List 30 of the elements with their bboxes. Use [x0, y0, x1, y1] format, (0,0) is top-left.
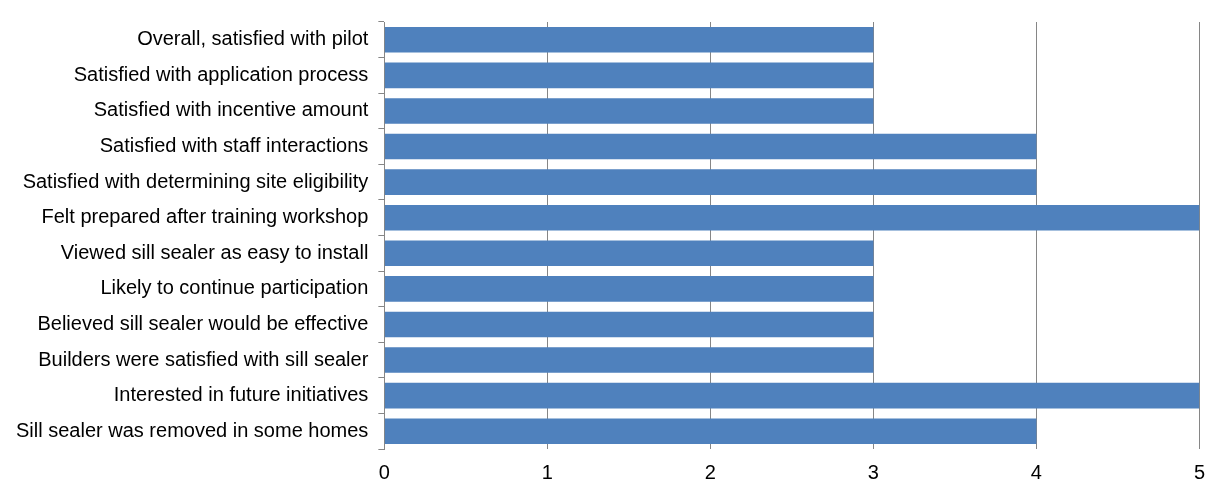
bar	[384, 311, 874, 338]
x-tick-label: 0	[378, 460, 390, 483]
y-tick-label: Felt prepared after training workshop	[41, 205, 369, 228]
y-tick-label: Builders were satisfied with sill sealer	[38, 347, 369, 370]
bar	[384, 169, 1037, 195]
bar	[384, 382, 1200, 409]
y-tick-label: Satisfied with incentive amount	[93, 98, 369, 121]
y-tick-label: Viewed sill sealer as easy to install	[60, 240, 369, 263]
bar	[384, 204, 1200, 231]
y-tick-label: Satisfied with staff interactions	[99, 134, 369, 157]
bar	[384, 133, 1037, 160]
x-tick-label: 5	[1193, 460, 1205, 483]
x-tick-label: 3	[867, 460, 879, 483]
bar	[384, 26, 874, 53]
x-tick-label: 2	[704, 460, 716, 483]
x-tick-label: 4	[1030, 460, 1042, 483]
y-tick-label: Satisfied with application process	[73, 62, 369, 85]
y-tick-label: Sill sealer was removed in some homes	[15, 418, 369, 441]
y-tick-label: Overall, satisfied with pilot	[137, 27, 369, 50]
bar	[384, 240, 874, 267]
y-tick-label: Believed sill sealer would be effective	[37, 311, 369, 334]
bar	[384, 98, 874, 124]
bar	[384, 418, 1037, 445]
bar	[384, 276, 874, 302]
y-tick-label: Satisfied with determining site eligibility	[22, 169, 369, 192]
bar	[384, 62, 874, 89]
bar	[384, 347, 874, 373]
y-tick-label: Interested in future initiatives	[113, 383, 369, 406]
x-tick-label: 1	[541, 460, 553, 483]
y-tick-label: Likely to continue participation	[100, 276, 369, 299]
